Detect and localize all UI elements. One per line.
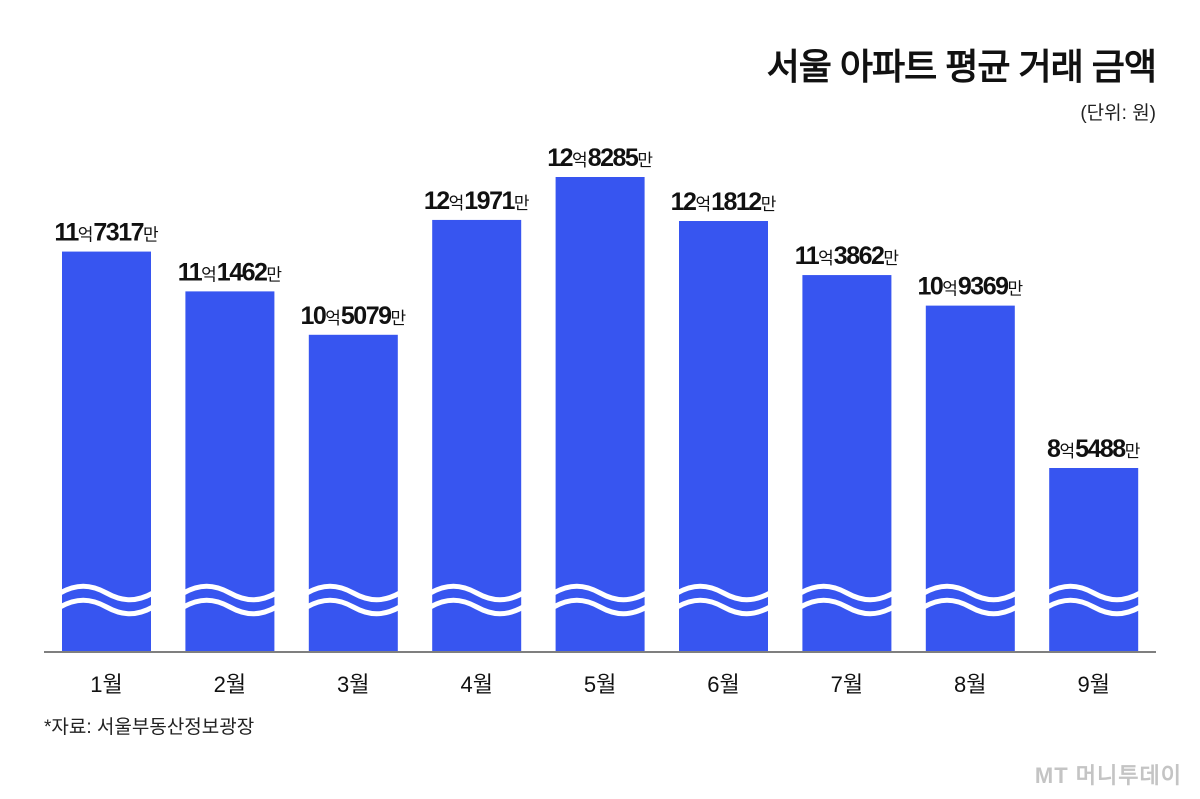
- data-label: 10억9369만: [917, 273, 1023, 301]
- axis-break-mark: [922, 597, 1019, 617]
- data-label: 11억7317만: [54, 219, 159, 247]
- axis-break-mark: [305, 583, 402, 603]
- bar: [1049, 468, 1139, 651]
- data-label: 12억1971만: [424, 187, 530, 215]
- axis-break-mark: [428, 597, 525, 617]
- unit-label: (단위: 원): [1080, 103, 1156, 124]
- bar: [432, 219, 522, 651]
- axis-break-mark: [675, 597, 772, 617]
- data-label: 11억3862만: [795, 242, 900, 270]
- watermark-logo: MT 머니투데이: [1034, 763, 1182, 788]
- x-tick-label: 7월: [831, 672, 863, 697]
- axis-break-mark: [305, 597, 402, 617]
- axis-break-mark: [182, 597, 278, 617]
- x-tick-label: 8월: [954, 672, 986, 697]
- bar: [679, 221, 768, 652]
- data-label: 8억5488만: [1047, 435, 1141, 463]
- bar-chart: 11억7317만 11억1462만 10억5079만 12억1971만 12억8285만…: [44, 144, 1156, 697]
- axis-break-mark: [675, 583, 772, 603]
- source-note: *자료: 서울부동산정보광장: [44, 717, 255, 738]
- axis-break-mark: [58, 597, 155, 617]
- x-tick-label: 5월: [584, 672, 616, 697]
- axis-break-mark: [1045, 583, 1142, 603]
- axis-break-mark: [552, 583, 648, 603]
- axis-break-mark: [58, 583, 155, 603]
- data-label: 10억5079만: [300, 302, 406, 330]
- axis-break-mark: [799, 597, 895, 617]
- bar: [555, 177, 645, 651]
- x-tick-label: 1월: [90, 672, 122, 697]
- chart-title: 서울 아파트 평균 거래 금액: [766, 46, 1157, 87]
- data-label: 11억1462만: [178, 258, 283, 286]
- data-label: 12억1812만: [671, 188, 777, 216]
- axis-break-mark: [552, 597, 648, 617]
- x-tick-label: 2월: [214, 672, 246, 697]
- x-tick-label: 6월: [707, 672, 739, 697]
- axis-break-mark: [922, 583, 1019, 603]
- x-tick-label: 3월: [337, 672, 369, 697]
- axis-break-mark: [1045, 597, 1142, 617]
- x-tick-label: 4월: [460, 672, 492, 697]
- data-label: 12억8285만: [547, 144, 653, 172]
- axis-break-mark: [428, 583, 525, 603]
- x-tick-label: 9월: [1077, 672, 1109, 697]
- axis-break-mark: [182, 583, 278, 603]
- axis-break-mark: [799, 583, 895, 603]
